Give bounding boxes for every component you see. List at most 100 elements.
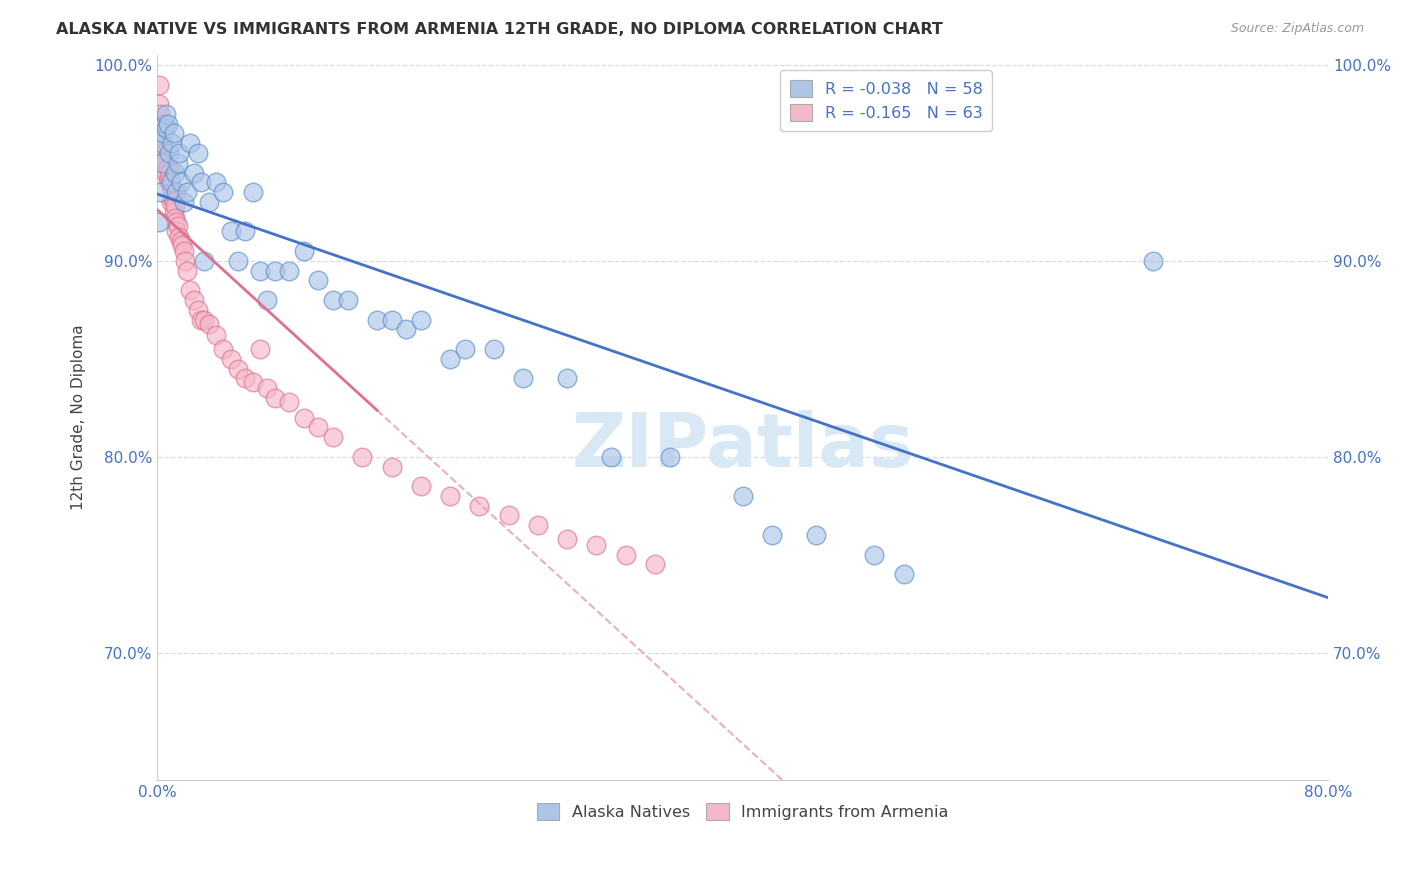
Point bbox=[278, 263, 301, 277]
Point bbox=[409, 479, 432, 493]
Point bbox=[256, 293, 278, 307]
Point bbox=[233, 371, 256, 385]
Point bbox=[163, 211, 186, 225]
Point bbox=[176, 186, 198, 200]
Point bbox=[219, 224, 242, 238]
Point bbox=[150, 136, 173, 151]
Point bbox=[148, 78, 170, 92]
Point bbox=[172, 238, 194, 252]
Point bbox=[183, 166, 205, 180]
Point bbox=[166, 214, 188, 228]
Point bbox=[170, 234, 193, 248]
Point bbox=[352, 450, 374, 464]
Legend: Alaska Natives, Immigrants from Armenia: Alaska Natives, Immigrants from Armenia bbox=[530, 797, 955, 826]
Point bbox=[322, 293, 344, 307]
Point bbox=[166, 186, 188, 200]
Point bbox=[585, 538, 607, 552]
Point bbox=[263, 391, 285, 405]
Point bbox=[187, 146, 209, 161]
Point bbox=[307, 273, 329, 287]
Point bbox=[242, 376, 264, 390]
Point bbox=[150, 156, 173, 170]
Point bbox=[174, 253, 197, 268]
Point bbox=[482, 342, 505, 356]
Point bbox=[439, 489, 461, 503]
Point bbox=[863, 548, 886, 562]
Point bbox=[155, 120, 177, 135]
Point bbox=[167, 156, 190, 170]
Point bbox=[163, 166, 186, 180]
Text: ZIPatlas: ZIPatlas bbox=[571, 410, 914, 483]
Point bbox=[278, 395, 301, 409]
Point bbox=[893, 567, 915, 582]
Point bbox=[233, 224, 256, 238]
Point bbox=[527, 518, 550, 533]
Point bbox=[658, 450, 681, 464]
Point bbox=[193, 312, 215, 326]
Point bbox=[249, 263, 271, 277]
Point bbox=[205, 328, 228, 343]
Point bbox=[179, 283, 201, 297]
Point bbox=[190, 312, 212, 326]
Point bbox=[263, 263, 285, 277]
Point bbox=[512, 371, 534, 385]
Point bbox=[162, 195, 184, 210]
Point bbox=[148, 97, 170, 112]
Point bbox=[149, 117, 172, 131]
Point bbox=[156, 171, 179, 186]
Point bbox=[156, 117, 179, 131]
Point bbox=[170, 176, 193, 190]
Point bbox=[150, 136, 173, 151]
Point bbox=[179, 136, 201, 151]
Point bbox=[160, 136, 183, 151]
Point bbox=[307, 420, 329, 434]
Point bbox=[322, 430, 344, 444]
Point bbox=[160, 186, 183, 200]
Point bbox=[1346, 302, 1368, 317]
Point bbox=[173, 244, 195, 258]
Point bbox=[395, 322, 418, 336]
Point bbox=[150, 127, 173, 141]
Point bbox=[157, 166, 180, 180]
Point bbox=[152, 140, 174, 154]
Point bbox=[157, 176, 180, 190]
Point bbox=[183, 293, 205, 307]
Point bbox=[197, 195, 219, 210]
Point bbox=[167, 219, 190, 233]
Point bbox=[600, 450, 623, 464]
Point bbox=[381, 312, 404, 326]
Point bbox=[169, 230, 191, 244]
Point bbox=[1142, 253, 1164, 268]
Point bbox=[219, 351, 242, 366]
Point bbox=[153, 117, 176, 131]
Point bbox=[155, 107, 177, 121]
Point bbox=[644, 558, 666, 572]
Point bbox=[498, 508, 520, 523]
Point bbox=[439, 351, 461, 366]
Point bbox=[366, 312, 388, 326]
Point bbox=[761, 528, 783, 542]
Point bbox=[187, 302, 209, 317]
Point bbox=[292, 410, 315, 425]
Point bbox=[159, 195, 181, 210]
Point bbox=[190, 176, 212, 190]
Point bbox=[149, 107, 172, 121]
Point bbox=[226, 253, 249, 268]
Point bbox=[256, 381, 278, 395]
Point bbox=[409, 312, 432, 326]
Point bbox=[555, 532, 578, 546]
Point bbox=[149, 186, 172, 200]
Point bbox=[163, 199, 186, 213]
Text: ALASKA NATIVE VS IMMIGRANTS FROM ARMENIA 12TH GRADE, NO DIPLOMA CORRELATION CHAR: ALASKA NATIVE VS IMMIGRANTS FROM ARMENIA… bbox=[56, 22, 943, 37]
Point bbox=[155, 166, 177, 180]
Point bbox=[162, 205, 184, 219]
Point bbox=[162, 127, 184, 141]
Point bbox=[468, 499, 491, 513]
Point bbox=[148, 214, 170, 228]
Point bbox=[152, 127, 174, 141]
Point bbox=[169, 146, 191, 161]
Point bbox=[249, 342, 271, 356]
Text: Source: ZipAtlas.com: Source: ZipAtlas.com bbox=[1230, 22, 1364, 36]
Point bbox=[381, 459, 404, 474]
Point bbox=[197, 317, 219, 331]
